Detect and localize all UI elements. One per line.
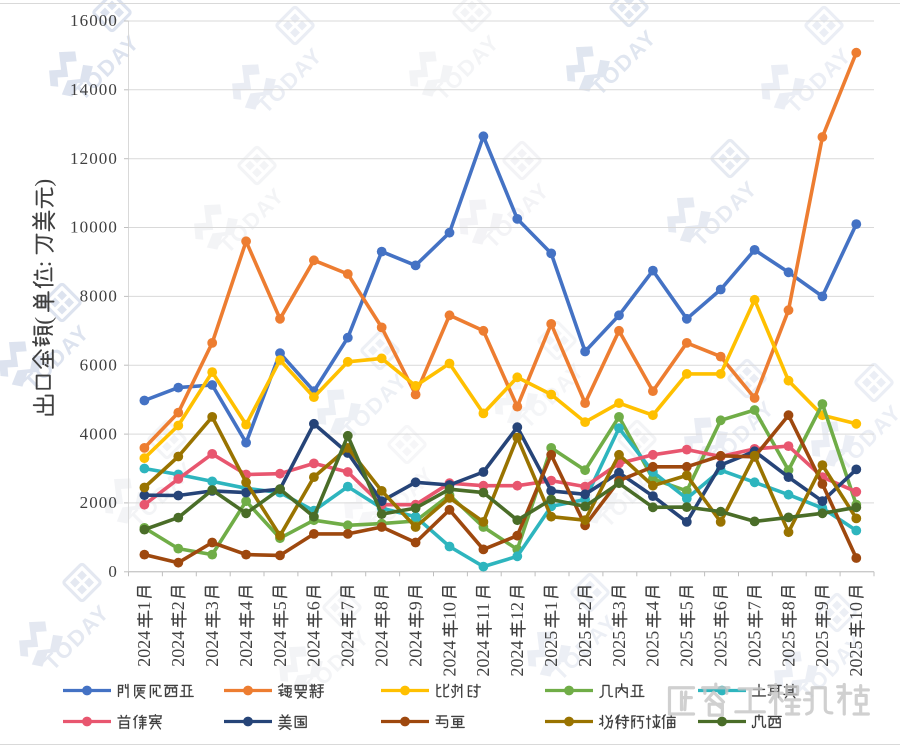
svg-text:5: 5 (677, 601, 697, 610)
svg-text:0: 0 (108, 562, 118, 581)
svg-text:2024: 2024 (338, 631, 358, 667)
svg-text:2024: 2024 (168, 631, 188, 667)
svg-text:2024: 2024 (473, 641, 493, 677)
svg-text:5: 5 (270, 601, 290, 610)
svg-text:2024: 2024 (439, 641, 459, 677)
svg-text:2025: 2025 (541, 631, 561, 667)
svg-text:2024: 2024 (236, 631, 256, 667)
svg-text:2024: 2024 (134, 631, 154, 667)
svg-text:16000: 16000 (70, 11, 118, 30)
svg-text:8: 8 (372, 601, 392, 610)
svg-text:(: ( (31, 317, 57, 325)
svg-text:11: 11 (473, 603, 493, 620)
svg-text:2: 2 (575, 601, 595, 610)
svg-text:2024: 2024 (507, 641, 527, 677)
svg-text:6: 6 (711, 601, 731, 610)
svg-text::: : (31, 261, 57, 268)
svg-text:2024: 2024 (372, 631, 392, 667)
svg-text:10: 10 (846, 602, 866, 620)
svg-text:2025: 2025 (677, 631, 697, 667)
svg-text:7: 7 (338, 601, 358, 610)
svg-text:2025: 2025 (812, 631, 832, 667)
svg-text:14000: 14000 (70, 80, 118, 99)
svg-text:3: 3 (609, 601, 629, 610)
svg-text:8000: 8000 (80, 287, 118, 306)
svg-text:2025: 2025 (778, 631, 798, 667)
svg-text:2025: 2025 (744, 631, 764, 667)
svg-text:3: 3 (202, 601, 222, 610)
svg-text:9: 9 (812, 601, 832, 610)
svg-text:4: 4 (643, 601, 663, 610)
svg-text:2024: 2024 (270, 631, 290, 667)
svg-text:10: 10 (439, 602, 459, 620)
svg-text:8: 8 (778, 601, 798, 610)
svg-text:): ) (31, 179, 57, 187)
svg-text:2: 2 (168, 601, 188, 610)
svg-text:12000: 12000 (70, 149, 118, 168)
svg-text:10000: 10000 (70, 218, 118, 237)
svg-text:4: 4 (236, 601, 256, 610)
svg-text:7: 7 (744, 601, 764, 610)
svg-text:2000: 2000 (80, 493, 118, 512)
svg-text:2024: 2024 (304, 631, 324, 667)
svg-text:6000: 6000 (80, 355, 118, 374)
svg-text:4000: 4000 (80, 424, 118, 443)
svg-text:1: 1 (134, 601, 154, 610)
svg-text:2025: 2025 (609, 631, 629, 667)
svg-text:9: 9 (405, 601, 425, 610)
svg-text:12: 12 (507, 602, 527, 620)
svg-text:2024: 2024 (405, 631, 425, 667)
svg-text:2025: 2025 (846, 641, 866, 677)
svg-text:1: 1 (541, 601, 561, 610)
svg-text:2024: 2024 (202, 631, 222, 667)
svg-text:2025: 2025 (575, 631, 595, 667)
svg-text:6: 6 (304, 601, 324, 610)
svg-text:2025: 2025 (711, 631, 731, 667)
svg-text:2025: 2025 (643, 631, 663, 667)
